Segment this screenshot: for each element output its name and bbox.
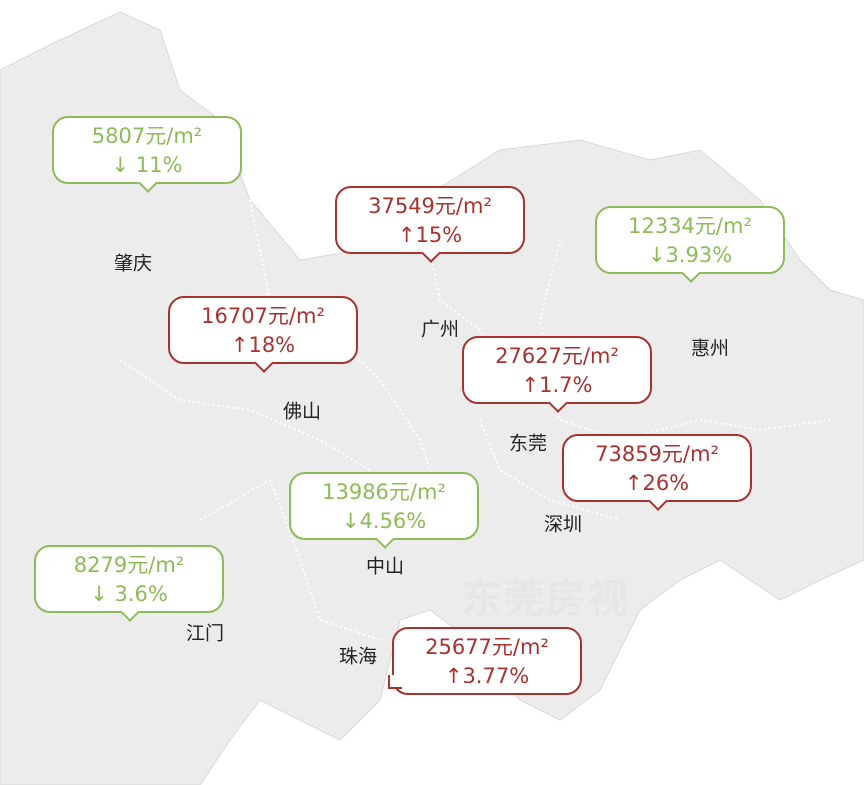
city-name: 中山 — [365, 555, 405, 578]
city-name: 深圳 — [543, 513, 583, 536]
price-text: 16707元/m² — [201, 304, 325, 328]
price-text: 27627元/m² — [495, 344, 619, 368]
price-text: 13986元/m² — [322, 480, 446, 504]
price-callout: 13986元/m² ↓4.56% — [289, 472, 479, 549]
price-callout: 16707元/m² ↑18% — [168, 296, 358, 373]
change-text: ↓4.56% — [341, 509, 427, 533]
price-text: 8279元/m² — [73, 553, 185, 577]
price-callout: 25677元/m² ↑3.77% — [388, 627, 582, 695]
city-name: 广州 — [420, 318, 460, 341]
price-text: 5807元/m² — [91, 124, 203, 148]
change-text: ↓ 3.6% — [90, 582, 168, 606]
price-text: 12334元/m² — [628, 214, 752, 238]
city-name: 佛山 — [282, 400, 322, 423]
city-name: 江门 — [185, 622, 225, 645]
change-text: ↓3.93% — [647, 243, 733, 267]
price-callout: 12334元/m² ↓3.93% — [595, 206, 785, 283]
city-name: 东莞 — [508, 432, 548, 455]
price-text: 25677元/m² — [425, 635, 549, 659]
callout-tail — [388, 675, 402, 689]
price-callout: 37549元/m² ↑15% — [335, 186, 525, 263]
change-text: ↑1.7% — [521, 373, 593, 397]
price-callout: 5807元/m² ↓ 11% — [52, 116, 242, 193]
change-text: ↓ 11% — [111, 153, 183, 177]
change-text: ↑15% — [397, 223, 463, 247]
city-name: 珠海 — [338, 645, 378, 668]
watermark: 东莞房视 — [462, 576, 630, 622]
price-callout: 73859元/m² ↑26% — [562, 434, 752, 511]
change-text: ↑26% — [624, 471, 690, 495]
change-text: ↑18% — [230, 333, 296, 357]
change-text: ↑3.77% — [444, 664, 530, 688]
price-callout: 27627元/m² ↑1.7% — [462, 336, 652, 413]
price-text: 73859元/m² — [595, 442, 719, 466]
city-name: 肇庆 — [113, 252, 153, 275]
price-text: 37549元/m² — [368, 194, 492, 218]
price-callout: 8279元/m² ↓ 3.6% — [34, 545, 224, 622]
city-name: 惠州 — [690, 337, 730, 360]
